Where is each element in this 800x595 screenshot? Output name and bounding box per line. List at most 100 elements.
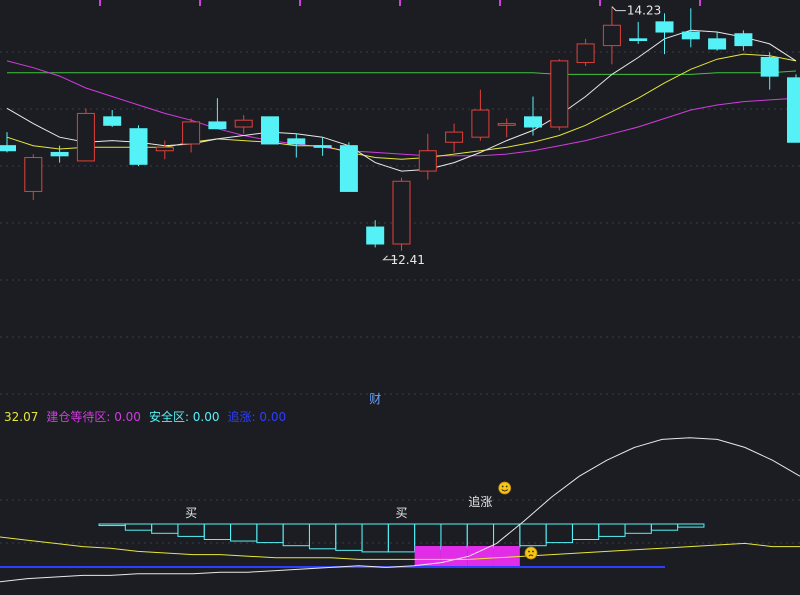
legend-item: 建仓等待区: 0.00 xyxy=(46,410,141,424)
smile-icon-head xyxy=(498,481,512,495)
histogram-bar xyxy=(387,523,416,553)
high-pointer xyxy=(611,6,626,12)
histogram-bar xyxy=(677,523,705,528)
candle xyxy=(182,118,201,153)
osc-yellow-line xyxy=(0,536,800,560)
histogram-bar xyxy=(519,523,547,547)
ma-green-line xyxy=(7,70,797,75)
ma-yellow-line xyxy=(6,53,797,160)
indicator-panel[interactable]: 32.07 建仓等待区: 0.00 安全区: 0.00 追涨: 0.00 买 买 追涨 xyxy=(0,405,800,595)
histogram-bar xyxy=(545,523,573,544)
candle-body-down xyxy=(787,77,800,143)
ma-magenta-line xyxy=(6,60,797,157)
finance-marker: 财 xyxy=(369,392,381,405)
candle xyxy=(681,8,700,48)
histogram-bar xyxy=(335,523,363,551)
candle xyxy=(129,125,148,166)
smile-icon-mouth xyxy=(501,489,509,492)
candle xyxy=(50,145,69,163)
candle-body-up xyxy=(550,60,569,128)
candle xyxy=(287,133,306,158)
histogram-bar xyxy=(650,523,679,531)
candle-body-down xyxy=(708,38,727,50)
candle-body-up xyxy=(24,157,43,192)
candle xyxy=(418,133,437,180)
candle xyxy=(787,74,800,143)
candle xyxy=(234,115,253,134)
frown-icon-eye xyxy=(528,550,530,553)
candle-body-down xyxy=(129,128,148,165)
candle-body-down xyxy=(339,145,358,192)
candle xyxy=(576,38,595,66)
candle-body-up xyxy=(392,180,411,245)
candle-body-down xyxy=(366,226,385,245)
legend-item: 安全区: 0.00 xyxy=(149,409,220,424)
candle-body-down xyxy=(681,31,700,40)
smile-icon-eye xyxy=(505,485,508,488)
candle xyxy=(103,110,122,127)
low-pointer xyxy=(382,255,398,261)
candle-body-down xyxy=(655,21,674,33)
candle-body-down xyxy=(734,33,753,47)
frown-icon-head xyxy=(524,546,538,560)
buy-label: 买 xyxy=(396,506,408,520)
histogram-bar xyxy=(282,523,310,547)
candle xyxy=(313,137,332,156)
smile-icon-eye xyxy=(501,485,504,488)
candle-body-down xyxy=(760,56,779,77)
candle xyxy=(445,123,464,153)
candle-body-down xyxy=(261,116,279,145)
price-panel[interactable]: 14.23 12.41 财 xyxy=(0,0,800,405)
candle xyxy=(392,177,411,251)
candle xyxy=(602,6,621,65)
candle-body-down xyxy=(629,38,648,42)
candle-body-up xyxy=(234,119,253,128)
legend-item: 追涨: 0.00 xyxy=(228,409,287,424)
smile-icon xyxy=(498,481,512,495)
magenta-zone-bar xyxy=(414,546,441,566)
candle-body-up xyxy=(155,146,174,152)
high-price-label: 14.23 xyxy=(627,4,661,18)
candle xyxy=(760,52,779,90)
candle xyxy=(734,30,753,51)
candle xyxy=(366,220,385,248)
candle-body-up xyxy=(182,121,201,145)
histogram-bar xyxy=(230,523,258,542)
candle-body-down xyxy=(0,145,16,152)
candle xyxy=(550,59,569,131)
histogram-bar xyxy=(571,523,600,540)
histogram-bar xyxy=(361,523,389,553)
candle xyxy=(655,13,674,55)
chase-label: 追涨 xyxy=(468,494,492,509)
magenta-zone-bar xyxy=(440,546,468,566)
histogram-bar xyxy=(308,523,337,550)
histogram-bar xyxy=(256,523,284,544)
histogram-bar xyxy=(124,523,153,531)
histogram-bar xyxy=(151,523,179,534)
candle-body-down xyxy=(524,116,542,128)
frown-icon-mouth xyxy=(528,554,534,557)
candle xyxy=(208,98,227,130)
candle-body-up xyxy=(445,131,464,143)
histogram-bar xyxy=(98,523,126,527)
candle xyxy=(155,140,174,160)
candle-body-down xyxy=(103,116,122,126)
candle xyxy=(261,116,279,145)
candle-body-up xyxy=(76,112,95,162)
candle xyxy=(629,21,648,44)
histogram-bar xyxy=(466,523,495,548)
candle xyxy=(471,89,490,141)
candle xyxy=(708,32,727,51)
candle xyxy=(524,96,542,136)
histogram-bar xyxy=(624,523,652,534)
magenta-zone-bar xyxy=(493,546,520,566)
candle xyxy=(497,118,516,138)
candle-body-up xyxy=(418,150,437,172)
candle-body-down xyxy=(313,145,332,148)
buy-label: 买 xyxy=(185,506,197,520)
candle xyxy=(76,108,95,162)
osc-white-line xyxy=(0,437,800,583)
histogram-bar xyxy=(177,523,205,537)
candle-body-up xyxy=(497,123,516,126)
